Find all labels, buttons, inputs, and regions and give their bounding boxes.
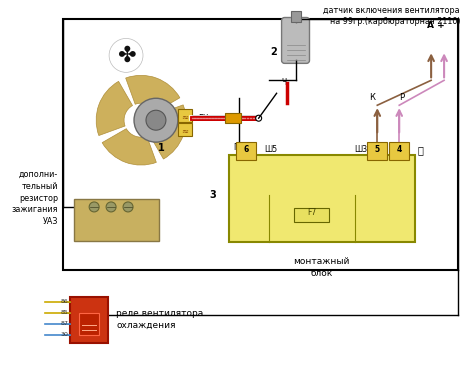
Bar bbox=[229, 155, 415, 242]
Circle shape bbox=[109, 39, 143, 72]
Wedge shape bbox=[96, 82, 133, 135]
Text: 30: 30 bbox=[60, 332, 68, 337]
Bar bbox=[236, 142, 255, 160]
Text: 87: 87 bbox=[60, 321, 68, 326]
Text: 5: 5 bbox=[375, 145, 380, 154]
Text: дополни-
тельный
резистор
зажигания
УАЗ: дополни- тельный резистор зажигания УАЗ bbox=[12, 170, 58, 226]
Bar bbox=[178, 109, 192, 122]
Circle shape bbox=[255, 115, 262, 121]
Bar bbox=[63, 18, 458, 270]
Wedge shape bbox=[102, 129, 156, 165]
Text: 85: 85 bbox=[61, 310, 68, 315]
Circle shape bbox=[106, 202, 116, 212]
Wedge shape bbox=[149, 105, 186, 159]
Bar bbox=[291, 10, 301, 22]
Bar bbox=[79, 313, 99, 335]
Text: А +: А + bbox=[427, 21, 445, 30]
Text: БЧ: БЧ bbox=[198, 114, 208, 123]
Wedge shape bbox=[126, 75, 180, 112]
Bar bbox=[389, 142, 409, 160]
Text: Ч: Ч bbox=[281, 78, 286, 87]
Text: Р: Р bbox=[399, 93, 404, 102]
Text: ≈: ≈ bbox=[182, 126, 188, 135]
Circle shape bbox=[146, 110, 166, 130]
Text: К: К bbox=[369, 93, 375, 102]
Text: 3: 3 bbox=[210, 190, 216, 200]
Text: 1: 1 bbox=[157, 143, 164, 153]
Text: датчик включения вентилятора
на 99гр.(карбюраторная 2110): датчик включения вентилятора на 99гр.(ка… bbox=[323, 6, 460, 26]
Circle shape bbox=[123, 202, 133, 212]
Text: 2: 2 bbox=[270, 47, 277, 57]
Text: ✤: ✤ bbox=[117, 45, 136, 65]
Text: ⏚: ⏚ bbox=[417, 145, 423, 155]
Bar bbox=[74, 199, 159, 241]
Bar bbox=[70, 297, 108, 343]
Text: Ш5: Ш5 bbox=[264, 145, 277, 154]
Bar bbox=[367, 142, 387, 160]
Text: монтажный
блок: монтажный блок bbox=[293, 257, 350, 278]
Circle shape bbox=[134, 98, 178, 142]
Text: F7: F7 bbox=[307, 208, 316, 217]
Text: реле вентилятора
охлаждения: реле вентилятора охлаждения bbox=[116, 309, 203, 330]
Text: 86: 86 bbox=[61, 299, 68, 304]
Circle shape bbox=[89, 202, 99, 212]
Bar bbox=[225, 113, 241, 123]
Text: Ш3: Ш3 bbox=[354, 145, 367, 154]
Bar bbox=[293, 208, 329, 222]
Bar bbox=[178, 123, 192, 136]
FancyBboxPatch shape bbox=[282, 18, 310, 63]
Text: 4: 4 bbox=[397, 145, 402, 154]
Text: ≈: ≈ bbox=[182, 112, 188, 121]
Text: ПБ: ПБ bbox=[233, 142, 244, 151]
Text: 6: 6 bbox=[243, 145, 248, 154]
